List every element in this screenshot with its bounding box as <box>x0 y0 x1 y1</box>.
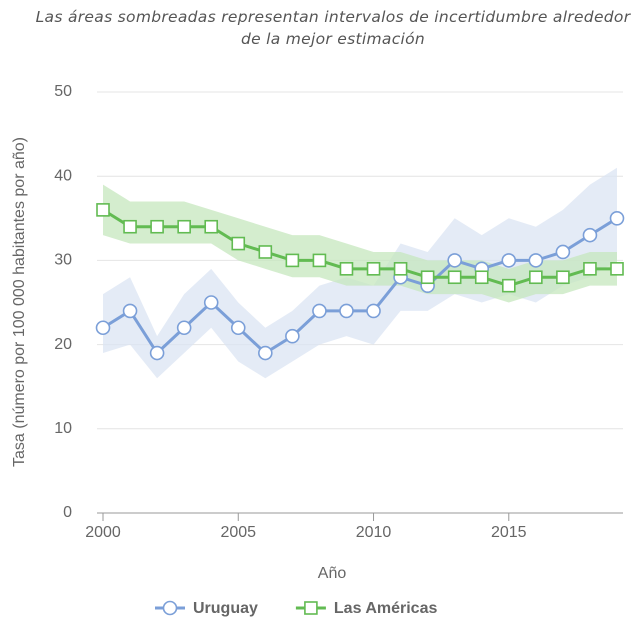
legend-marker <box>304 601 318 615</box>
point <box>177 219 191 234</box>
point <box>231 236 246 251</box>
point <box>339 303 354 319</box>
legend-label: Uruguay <box>193 600 258 617</box>
point <box>529 270 543 285</box>
point <box>501 278 516 293</box>
point <box>96 203 110 217</box>
point <box>501 253 517 268</box>
point <box>447 270 462 285</box>
x-tick-label: 2015 <box>491 524 527 541</box>
point <box>258 245 273 259</box>
point <box>176 320 192 336</box>
point <box>122 303 138 319</box>
point <box>258 345 273 361</box>
y-tick-label: 20 <box>54 336 72 353</box>
point <box>582 227 598 243</box>
y-axis-label: Tasa (número por 100 000 habitantes por … <box>11 137 28 467</box>
point <box>230 320 246 336</box>
point <box>447 253 462 268</box>
x-tick-label: 2000 <box>85 524 121 541</box>
x-axis-label: Año <box>318 565 347 582</box>
y-tick-label: 10 <box>54 420 72 437</box>
point <box>203 295 219 310</box>
point <box>204 219 219 234</box>
point <box>393 262 408 276</box>
x-tick-label: 2010 <box>356 524 392 541</box>
point <box>150 219 164 234</box>
y-tick-label: 0 <box>63 504 72 521</box>
point <box>366 262 381 276</box>
chart-title: Las áreas sombreadas representan interva… <box>35 8 631 48</box>
point <box>556 270 570 285</box>
x-tick-label: 2005 <box>220 524 256 541</box>
point <box>366 303 381 319</box>
point <box>123 219 137 234</box>
point <box>420 270 435 285</box>
point <box>149 345 165 361</box>
point <box>285 253 300 268</box>
point <box>555 244 571 260</box>
point <box>474 270 489 285</box>
point <box>609 211 625 226</box>
legend-label: Las Américas <box>334 600 438 617</box>
y-tick-label: 40 <box>54 167 72 184</box>
y-tick-label: 50 <box>54 83 72 100</box>
point <box>285 328 300 344</box>
point <box>95 320 111 336</box>
point <box>528 253 544 268</box>
point <box>610 262 624 276</box>
legend-marker <box>162 600 178 616</box>
y-tick-label: 30 <box>54 252 72 269</box>
point <box>312 253 327 268</box>
point <box>339 262 354 276</box>
point <box>312 303 327 319</box>
point <box>583 262 597 276</box>
